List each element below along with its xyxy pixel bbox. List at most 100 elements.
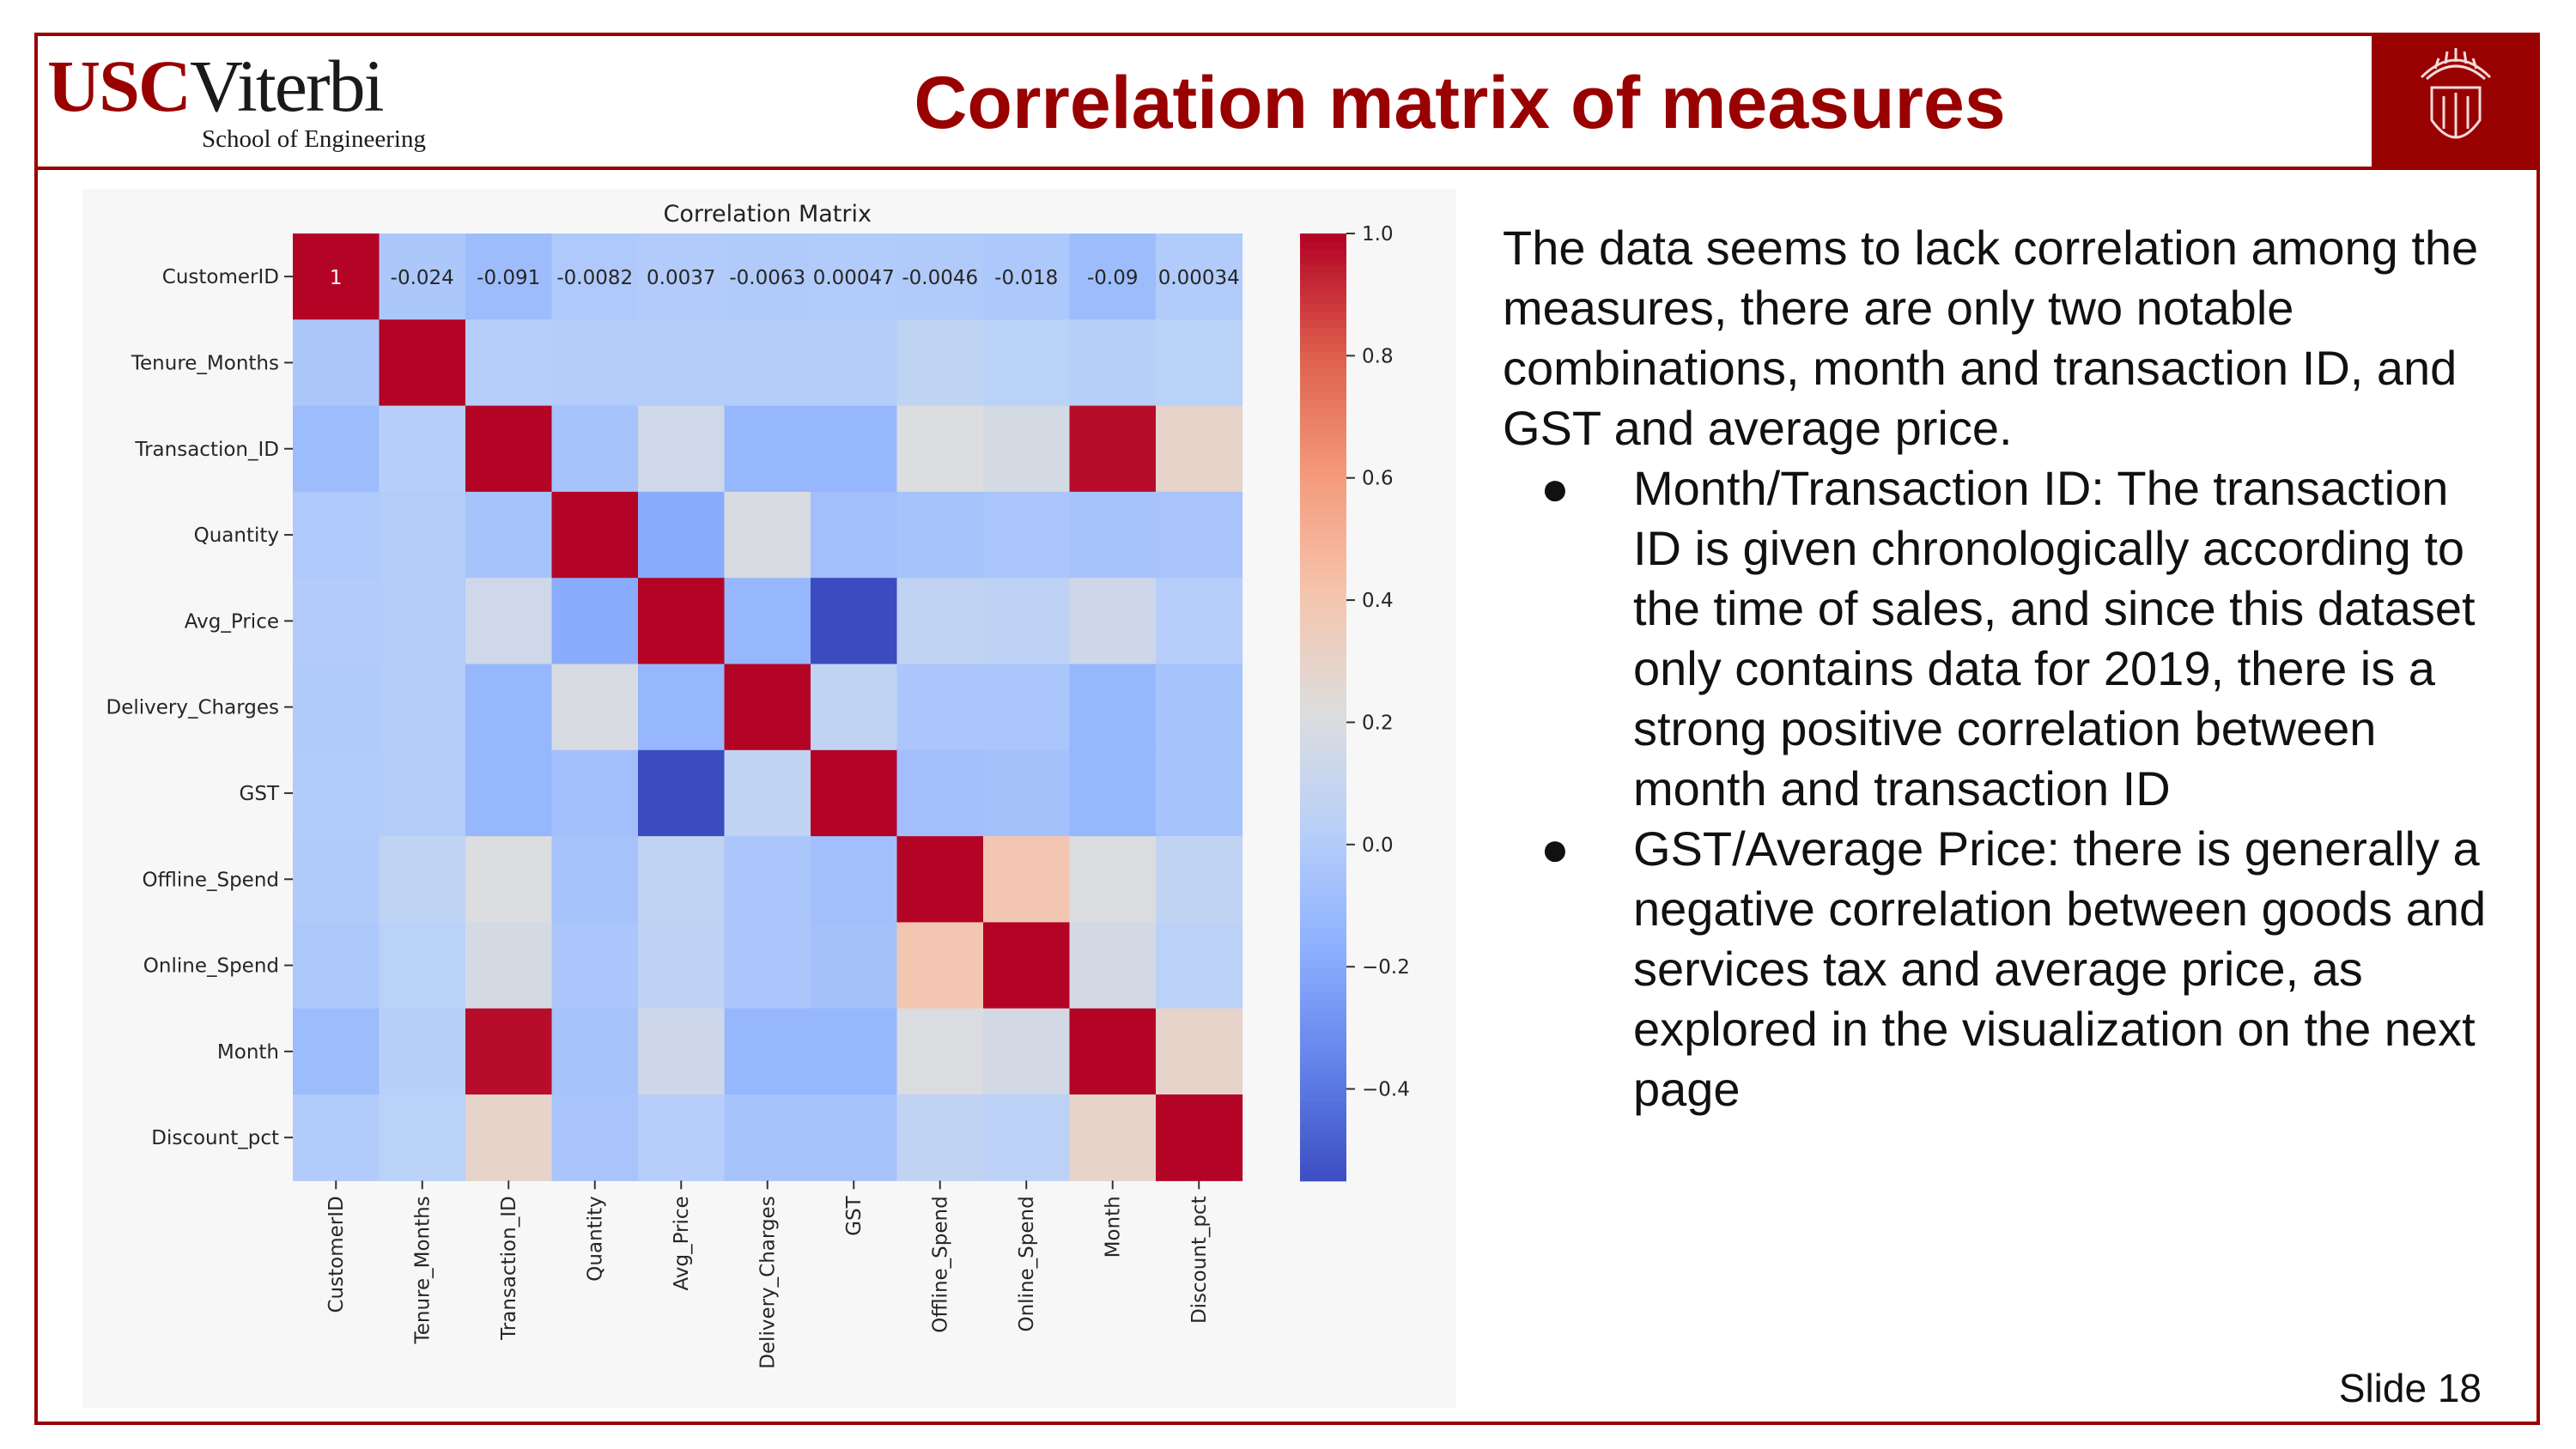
colorbar-segment [1300, 975, 1346, 985]
heatmap-cell [811, 836, 898, 923]
x-tick-label: Online_Spend [1016, 1196, 1038, 1331]
colorbar-segment [1300, 1173, 1346, 1182]
heatmap-cell [551, 233, 639, 320]
data-label: -0.091 [477, 267, 540, 289]
heatmap-cell [811, 749, 898, 837]
bullet-text: GST/Average Price: there is generally a … [1633, 822, 2487, 1116]
colorbar-segment [1300, 604, 1346, 614]
heatmap-cell [1156, 749, 1243, 837]
heatmap-cell [551, 1008, 639, 1095]
data-label: -0.0046 [902, 267, 978, 289]
heatmap-cell [465, 922, 553, 1009]
colorbar-segment [1300, 1077, 1346, 1087]
y-tick-label: Transaction_ID [134, 439, 279, 461]
logo-viterbi: Viterbi [190, 45, 384, 127]
heatmap-cell [638, 749, 726, 837]
colorbar-segment [1300, 652, 1346, 661]
heatmap-cell [1069, 1008, 1157, 1095]
colorbar-segment [1300, 714, 1346, 724]
bullet-item-gst-price: ● GST/Average Price: there is generally … [1503, 819, 2490, 1119]
logo-school-name: School of Engineering [202, 125, 426, 153]
colorbar-segment [1300, 430, 1346, 440]
colorbar-segment [1300, 415, 1346, 424]
data-label: 1 [330, 267, 343, 289]
bullet-text: Month/Transaction ID: The transaction ID… [1633, 461, 2476, 815]
x-tick-label: Avg_Price [671, 1196, 693, 1290]
colorbar-segment [1300, 249, 1346, 258]
colorbar-tick-label: 0.0 [1362, 834, 1394, 857]
data-label: 0.00034 [1158, 267, 1240, 289]
heatmap-cell [293, 405, 380, 493]
colorbar-segment [1300, 328, 1346, 337]
x-tick-label: Quantity [585, 1196, 607, 1281]
colorbar-segment [1300, 1022, 1346, 1032]
heatmap-cell [896, 319, 984, 407]
colorbar-segment [1300, 627, 1346, 637]
colorbar-segment [1300, 706, 1346, 716]
heatmap-cell [1069, 319, 1157, 407]
data-label: -0.018 [994, 267, 1058, 289]
colorbar-segment [1300, 738, 1346, 748]
colorbar-segment [1300, 312, 1346, 322]
heatmap-cell [1069, 405, 1157, 493]
heatmap-cell [983, 836, 1071, 923]
heatmap-cell [293, 1008, 380, 1095]
data-label: 0.0037 [647, 267, 715, 289]
heatmap-cell [551, 319, 639, 407]
heatmap-cell [1069, 491, 1157, 579]
data-label: -0.09 [1087, 267, 1139, 289]
heatmap-cell [983, 319, 1071, 407]
heatmap-cell [638, 578, 726, 665]
colorbar-segment [1300, 1133, 1346, 1143]
y-tick-label: Quantity [194, 524, 279, 547]
heatmap-cell [465, 1094, 553, 1181]
heatmap-cell [638, 405, 726, 493]
colorbar-segment [1300, 896, 1346, 906]
colorbar-tick-label: 0.6 [1362, 468, 1394, 490]
intro-paragraph: The data seems to lack correlation among… [1503, 221, 2479, 455]
heatmap-cell [983, 233, 1071, 320]
heatmap-cell [379, 922, 466, 1009]
colorbar-tick-label: 0.8 [1362, 345, 1394, 367]
colorbar-segment [1300, 1015, 1346, 1024]
heatmap-cell [896, 405, 984, 493]
heatmap-cell [638, 664, 726, 751]
heatmap-cell [983, 1008, 1071, 1095]
heatmap-cell [551, 664, 639, 751]
x-tick-label: Transaction_ID [498, 1196, 520, 1341]
correlation-chart: Correlation Matrix 1 -0.024 -0.091 -0.0082 0.… [82, 189, 1456, 1408]
heatmap-cell [983, 922, 1071, 1009]
colorbar-tick-label: 0.4 [1362, 590, 1394, 612]
colorbar-segment [1300, 1030, 1346, 1040]
colorbar-segment [1300, 983, 1346, 992]
colorbar-segment [1300, 888, 1346, 898]
usc-viterbi-logo: USCViterbi School of Engineering [47, 43, 442, 163]
colorbar-segment [1300, 281, 1346, 290]
usc-seal [2372, 34, 2540, 168]
colorbar-segment [1300, 770, 1346, 779]
x-tick-label: CustomerID [325, 1196, 348, 1313]
colorbar-segment [1300, 336, 1346, 345]
heatmap-cell [638, 233, 726, 320]
colorbar-tick-label: −0.4 [1362, 1079, 1410, 1101]
colorbar-segment [1300, 959, 1346, 969]
x-tick-label: Delivery_Charges [757, 1196, 780, 1369]
heatmap-cell [724, 578, 811, 665]
colorbar-tick-label: 1.0 [1362, 223, 1394, 246]
logo-usc: USC [47, 45, 191, 127]
y-tick-label: Online_Spend [143, 955, 279, 978]
heatmap-cell [896, 1094, 984, 1181]
colorbar-tick-label: −0.2 [1362, 956, 1410, 979]
heatmap-cell [293, 922, 380, 1009]
heatmap-cell [811, 319, 898, 407]
heatmap-cell [1069, 1094, 1157, 1181]
heatmap-cell [379, 664, 466, 751]
heatmap-cell [1069, 233, 1157, 320]
heatmap-cell [551, 922, 639, 1009]
heatmap-cell [293, 664, 380, 751]
colorbar-segment [1300, 351, 1346, 361]
heatmap-cell [379, 405, 466, 493]
colorbar-segment [1300, 817, 1346, 827]
heatmap-cell [551, 836, 639, 923]
colorbar-segment [1300, 880, 1346, 890]
